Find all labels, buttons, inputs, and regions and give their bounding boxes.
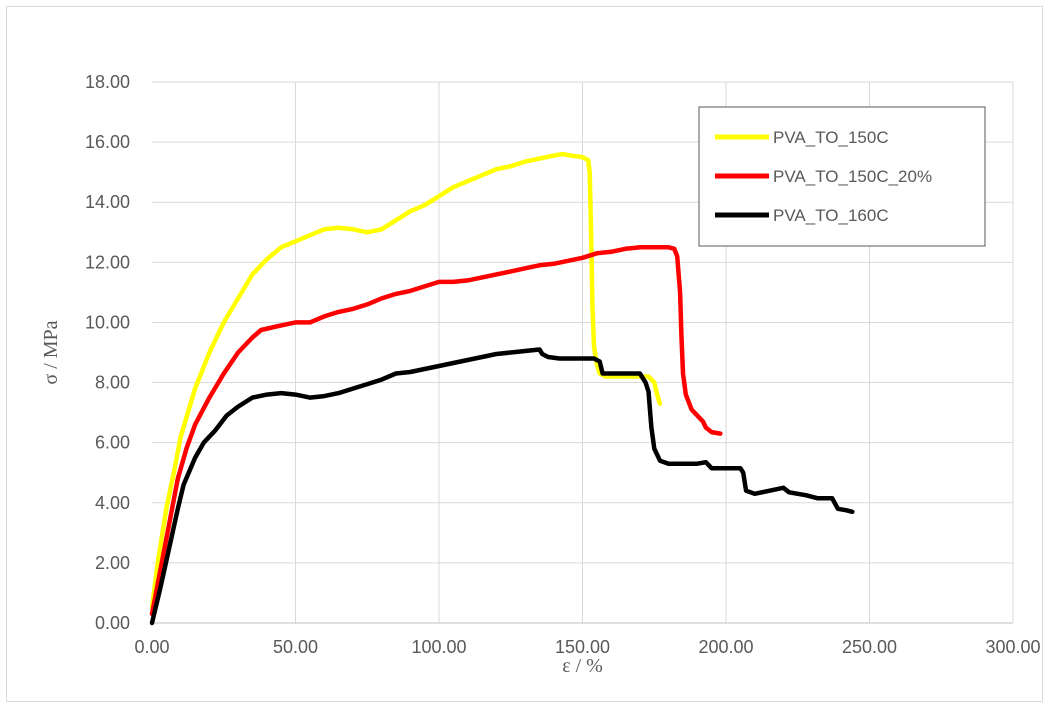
y-tick-label: 10.00	[85, 312, 130, 332]
y-tick-label: 8.00	[95, 373, 130, 393]
y-tick-label: 18.00	[85, 72, 130, 92]
stress-strain-chart: 0.00 50.00 100.00 150.00 200.00 250.00 300.00 …	[40, 72, 1041, 677]
legend-label: PVA_TO_150C_20%	[773, 167, 932, 186]
y-tick-label: 6.00	[95, 433, 130, 453]
series-lines	[149, 151, 855, 626]
y-tick-label: 4.00	[95, 493, 130, 513]
legend: PVA_TO_150C PVA_TO_150C_20% PVA_TO_160C	[698, 106, 986, 247]
x-tick-label: 150.00	[555, 637, 610, 657]
legend-label: PVA_TO_150C	[773, 128, 889, 147]
legend-label: PVA_TO_160C	[773, 206, 889, 225]
y-tick-label: 14.00	[85, 192, 130, 212]
y-tick-label: 2.00	[95, 553, 130, 573]
x-tick-label: 50.00	[273, 637, 318, 657]
series-line	[149, 347, 855, 626]
y-tick-label: 16.00	[85, 132, 130, 152]
x-tick-label: 100.00	[411, 637, 466, 657]
x-tick-label: 0.00	[134, 637, 169, 657]
x-tick-label: 300.00	[985, 637, 1040, 657]
x-tick-labels: 0.00 50.00 100.00 150.00 200.00 250.00 300.00	[134, 637, 1040, 657]
x-tick-label: 200.00	[698, 637, 753, 657]
series-line	[149, 151, 663, 611]
chart-frame: 0.00 50.00 100.00 150.00 200.00 250.00 300.00 …	[6, 6, 1043, 702]
x-tick-label: 250.00	[842, 637, 897, 657]
y-tick-labels: 0.00 2.00 4.00 6.00 8.00 10.00 12.00 14.00 16.00…	[85, 72, 130, 633]
x-axis-title: ε / %	[562, 655, 603, 677]
y-tick-label: 12.00	[85, 252, 130, 272]
y-axis-title: σ / MPa	[40, 320, 62, 384]
series-line	[149, 245, 723, 617]
y-tick-label: 0.00	[95, 613, 130, 633]
